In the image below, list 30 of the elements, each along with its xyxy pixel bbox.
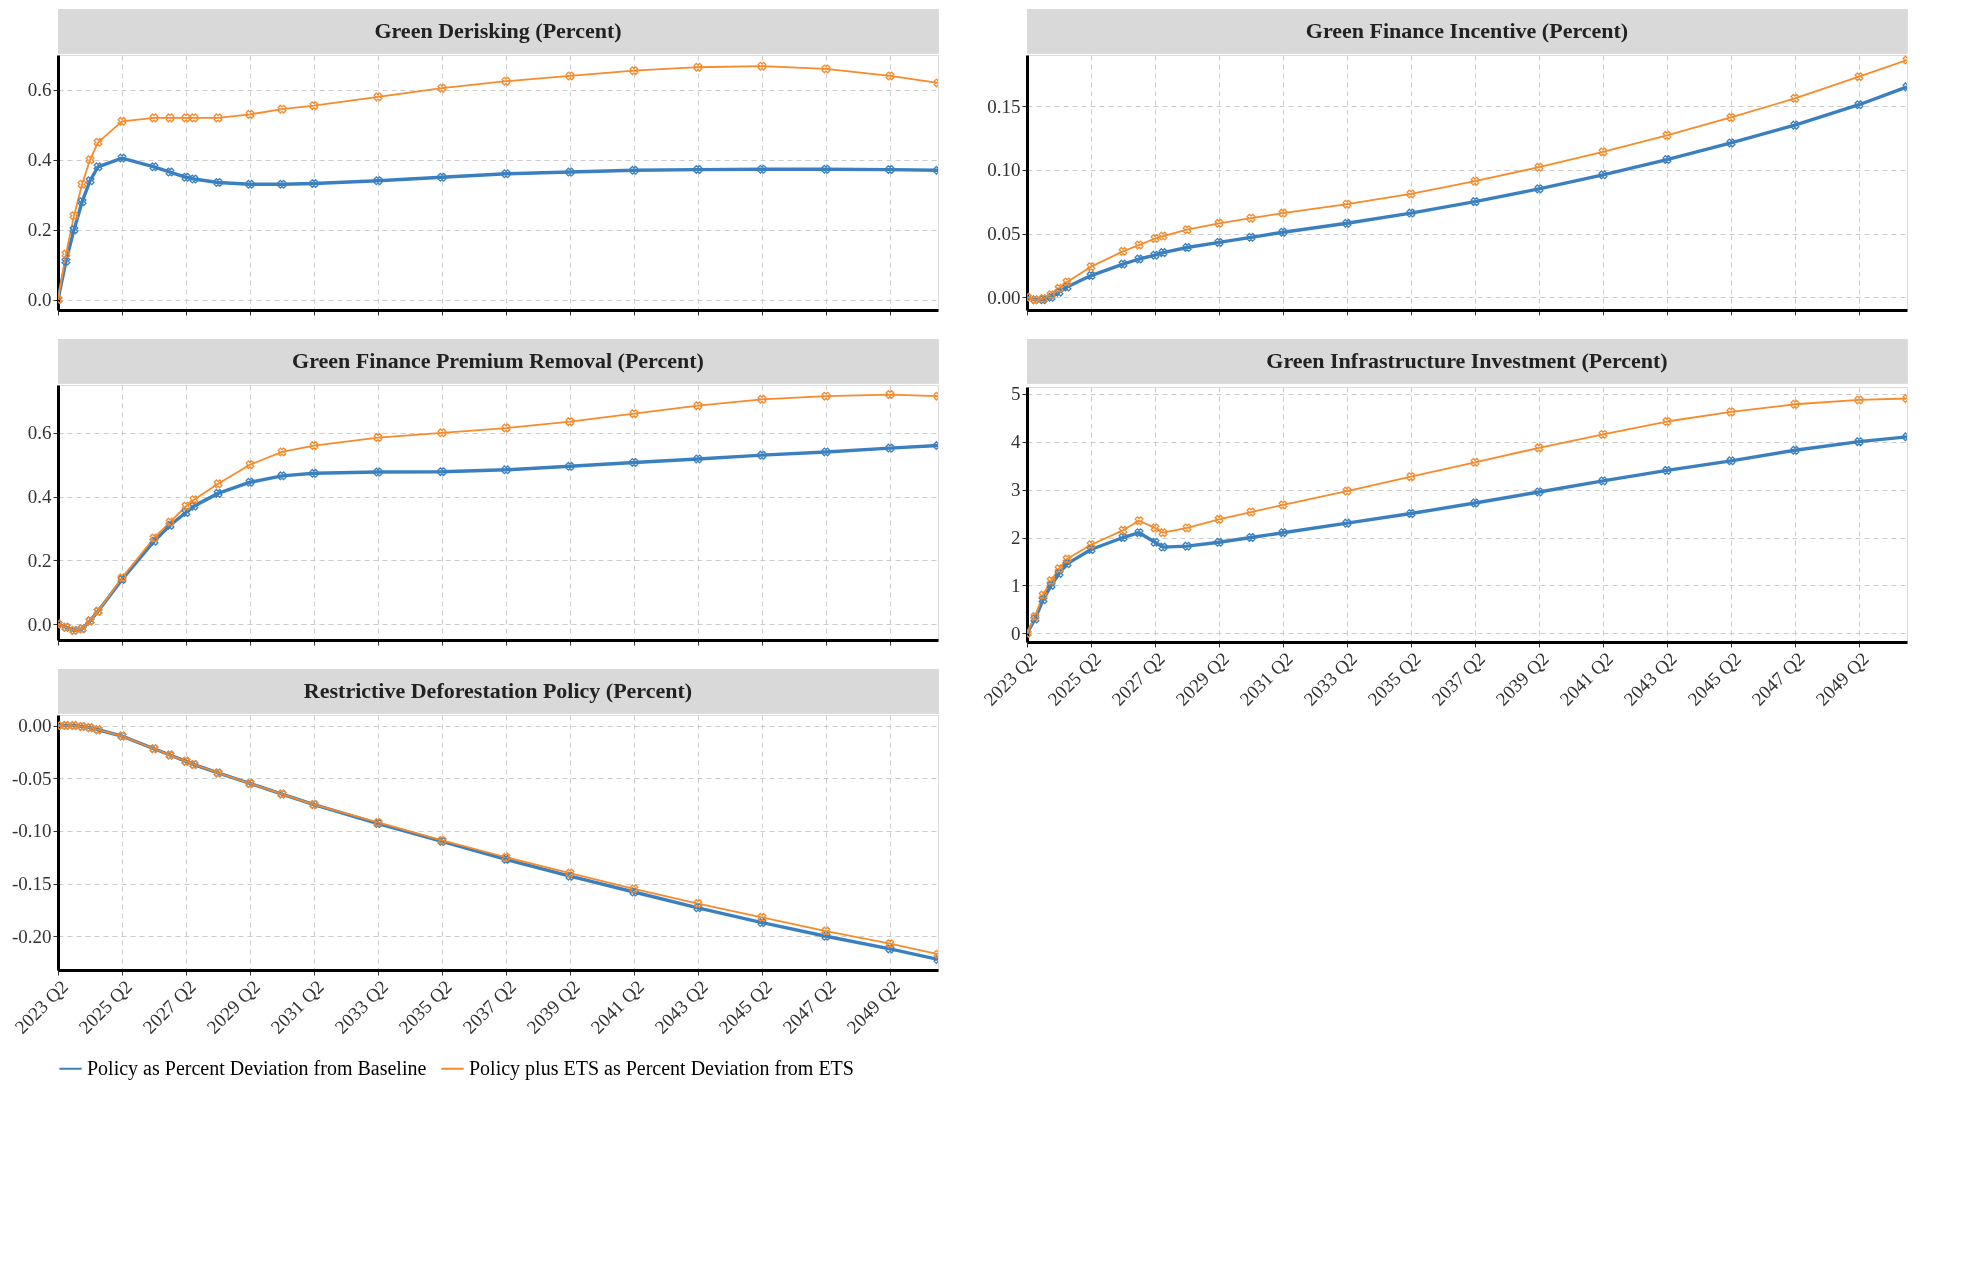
y-tick-label: -0.20 [11, 925, 52, 947]
legend-label: Policy plus ETS as Percent Deviation from ETS [469, 1056, 854, 1080]
y-tick-label: 1 [1011, 574, 1021, 596]
y-tick-label: 0.00 [987, 286, 1021, 308]
y-tick-label: -0.05 [11, 767, 52, 789]
y-tick-label: 0.0 [27, 289, 52, 311]
chart-title: Restrictive Deforestation Policy (Percent) [303, 678, 693, 703]
y-tick-label: 0.05 [987, 223, 1021, 244]
y-tick-label: 0.15 [987, 95, 1021, 117]
y-tick-label: 0.6 [27, 422, 52, 444]
y-tick-label: 0.00 [18, 715, 52, 737]
y-tick-label: 0.10 [987, 159, 1021, 181]
chart-title: Green Infrastructure Investment (Percent) [1266, 348, 1668, 373]
y-tick-label: 0.2 [27, 219, 52, 241]
legend-label: Policy as Percent Deviation from Baseline [87, 1056, 427, 1080]
y-tick-label: -0.15 [11, 873, 52, 895]
y-tick-label: 0.4 [27, 486, 52, 508]
y-tick-label: -0.10 [11, 820, 52, 842]
y-tick-label: 0.2 [27, 549, 52, 571]
y-tick-label: 4 [1011, 431, 1021, 453]
y-tick-label: 3 [1011, 479, 1021, 501]
chart-title: Green Derisking (Percent) [374, 18, 622, 43]
y-tick-label: 0.4 [27, 149, 52, 171]
chart-title: Green Finance Incentive (Percent) [1305, 18, 1629, 43]
y-tick-label: 0 [1011, 622, 1021, 644]
y-tick-label: 0.6 [27, 79, 52, 101]
y-tick-label: 2 [1011, 527, 1021, 549]
y-tick-label: 0.0 [27, 613, 52, 635]
chart-title: Green Finance Premium Removal (Percent) [292, 348, 704, 373]
y-tick-label: 5 [1011, 383, 1021, 405]
